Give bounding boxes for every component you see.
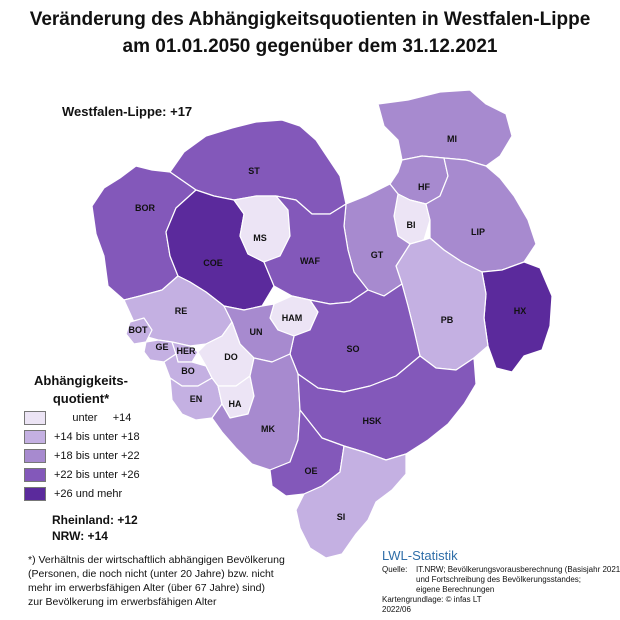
label-PB: PB	[441, 315, 454, 325]
label-HF: HF	[418, 182, 430, 192]
nrw-total: NRW: +14	[52, 529, 108, 543]
credit-rows: Quelle: IT.NRW; Bevölkerungsvorausberech…	[382, 565, 620, 615]
legend: Abhängigkeits- quotient* unter +14 +14 b…	[22, 372, 182, 503]
credit-key	[382, 575, 416, 585]
label-HX: HX	[514, 306, 527, 316]
credit-row: Quelle: IT.NRW; Bevölkerungsvorausberech…	[382, 565, 620, 575]
label-BI: BI	[407, 220, 416, 230]
label-HSK: HSK	[362, 416, 382, 426]
label-DO: DO	[224, 352, 238, 362]
region-MI[interactable]	[377, 89, 513, 167]
legend-title-line1: Abhängigkeits-	[34, 373, 128, 388]
label-WAF: WAF	[300, 256, 320, 266]
label-ST: ST	[248, 166, 260, 176]
legend-label: +22 bis unter +26	[54, 468, 140, 481]
footnote: *) Verhältnis der wirtschaftlich abhängi…	[28, 553, 348, 609]
credit-value: 2022/06	[382, 605, 411, 614]
label-BOR: BOR	[135, 203, 156, 213]
credit-value: und Fortschreibung des Bevölkerungsstand…	[416, 575, 581, 584]
legend-swatch	[24, 448, 46, 463]
label-BOT: BOT	[129, 325, 149, 335]
totals: Rheinland: +12 NRW: +14	[52, 512, 138, 544]
map-title: Veränderung des Abhängigkeitsquotienten …	[0, 6, 620, 60]
credit-value: Kartengrundlage: © infas LT	[382, 595, 482, 604]
label-RE: RE	[175, 306, 188, 316]
legend-swatch	[24, 486, 46, 501]
legend-item: +14 bis unter +18	[24, 427, 182, 446]
credit-key: Quelle:	[382, 565, 408, 574]
footnote-line: (Personen, die noch nicht (unter 20 Jahr…	[28, 568, 274, 580]
region-MK[interactable]	[211, 353, 301, 471]
credit-title: LWL-Statistik	[382, 548, 458, 563]
westfalen-lippe-summary: Westfalen-Lippe: +17	[62, 104, 193, 119]
label-HER: HER	[176, 346, 196, 356]
label-BO: BO	[181, 366, 195, 376]
region-SI[interactable]	[295, 445, 407, 559]
credit-row: und Fortschreibung des Bevölkerungsstand…	[382, 575, 618, 585]
legend-label: +14 bis unter +18	[54, 430, 140, 443]
rheinland-total: Rheinland: +12	[52, 513, 138, 527]
legend-label: unter +14	[54, 411, 132, 424]
label-GE: GE	[155, 342, 168, 352]
credit-row: eigene Berechnungen	[382, 585, 618, 595]
credit-row: Kartengrundlage: © infas LT	[382, 595, 618, 605]
legend-label: +18 bis unter +22	[54, 449, 140, 462]
legend-swatch	[24, 467, 46, 482]
label-SI: SI	[337, 512, 346, 522]
label-HA: HA	[229, 399, 242, 409]
label-HAM: HAM	[282, 313, 303, 323]
legend-swatch	[24, 410, 46, 425]
map-title-line1: Veränderung des Abhängigkeitsquotienten …	[29, 9, 591, 30]
source-credit: LWL-Statistik Quelle: IT.NRW; Bevölkerun…	[382, 548, 620, 615]
legend-label: +26 und mehr	[54, 487, 123, 500]
label-SO: SO	[346, 344, 359, 354]
label-MK: MK	[261, 424, 275, 434]
label-MS: MS	[253, 233, 267, 243]
legend-title-line2: quotient*	[52, 391, 110, 406]
legend-item: +22 bis unter +26	[24, 465, 182, 484]
label-GT: GT	[371, 250, 384, 260]
region-HX[interactable]	[481, 261, 553, 373]
credit-value: IT.NRW; Bevölkerungsvorausberechnung (Ba…	[416, 565, 620, 574]
credit-row: 2022/06	[382, 605, 618, 615]
legend-swatch	[24, 429, 46, 444]
footnote-line: *) Verhältnis der wirtschaftlich abhängi…	[28, 554, 285, 566]
label-MI: MI	[447, 134, 457, 144]
credit-value: eigene Berechnungen	[416, 585, 495, 594]
label-LIP: LIP	[471, 227, 485, 237]
legend-item: +18 bis unter +22	[24, 446, 182, 465]
label-EN: EN	[190, 394, 203, 404]
footnote-line: mehr im erwerbsfähigen Alter (über 67 Ja…	[28, 582, 265, 594]
legend-title: Abhängigkeits- quotient*	[22, 372, 140, 408]
label-COE: COE	[203, 258, 223, 268]
credit-key	[382, 585, 416, 595]
label-OE: OE	[304, 466, 317, 476]
map-title-line2: am 01.01.2050 gegenüber dem 31.12.2021	[122, 36, 498, 57]
label-UN: UN	[250, 327, 263, 337]
legend-item: unter +14	[24, 408, 182, 427]
legend-item: +26 und mehr	[24, 484, 182, 503]
footnote-line: zur Bevölkerung im erwerbsfähigen Alter	[28, 596, 217, 608]
